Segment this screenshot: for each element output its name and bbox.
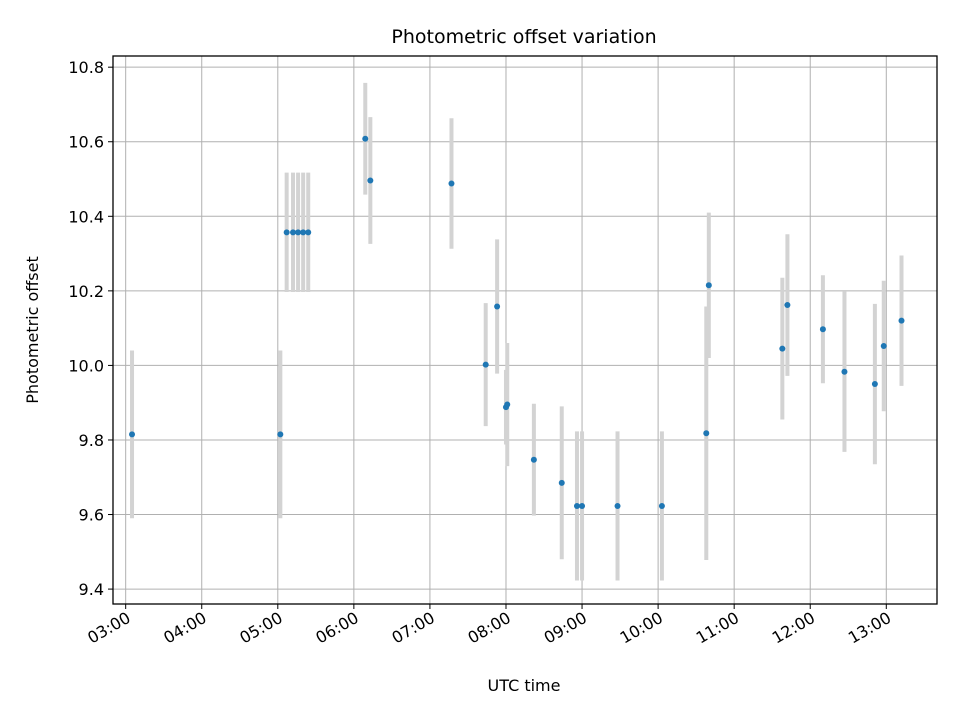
data-point — [705, 282, 712, 289]
data-point — [300, 229, 307, 236]
chart-title: Photometric offset variation — [391, 26, 656, 48]
y-tick-label: 10.2 — [68, 282, 104, 301]
data-point — [558, 479, 565, 486]
data-point — [129, 431, 136, 438]
y-tick-label: 10.6 — [68, 133, 104, 152]
x-axis-label: UTC time — [488, 676, 561, 695]
data-point — [880, 343, 887, 350]
data-point — [898, 317, 905, 324]
data-point — [305, 229, 312, 236]
plot-frame — [112, 55, 938, 605]
y-tick-label: 10.4 — [68, 207, 104, 226]
data-point — [871, 381, 878, 388]
data-point — [703, 430, 710, 437]
data-point — [819, 326, 826, 333]
data-point — [658, 502, 665, 509]
data-point — [494, 303, 501, 310]
data-point — [784, 302, 791, 309]
data-points — [129, 135, 905, 509]
y-axis-label: Photometric offset — [23, 256, 42, 404]
y-tick-label: 9.4 — [79, 580, 104, 599]
data-point — [614, 502, 621, 509]
data-point — [448, 180, 455, 187]
grid-lines — [113, 56, 937, 604]
data-point — [367, 177, 374, 184]
data-point — [482, 361, 489, 368]
y-tick-label: 9.8 — [79, 431, 104, 450]
data-point — [573, 502, 580, 509]
y-axis: 9.4 9.6 9.8 10.0 10.2 10.4 10.6 10.8 — [68, 58, 113, 599]
data-point — [504, 401, 511, 408]
y-tick-label: 10.0 — [68, 356, 104, 375]
data-point — [362, 135, 369, 142]
data-point — [779, 345, 786, 352]
data-point — [283, 229, 290, 236]
data-point — [579, 502, 586, 509]
data-point — [277, 431, 284, 438]
data-point — [841, 368, 848, 375]
y-tick-label: 9.6 — [79, 506, 104, 525]
data-point — [530, 456, 537, 463]
data-point — [295, 229, 302, 236]
data-point — [290, 229, 297, 236]
y-tick-label: 10.8 — [68, 58, 104, 77]
